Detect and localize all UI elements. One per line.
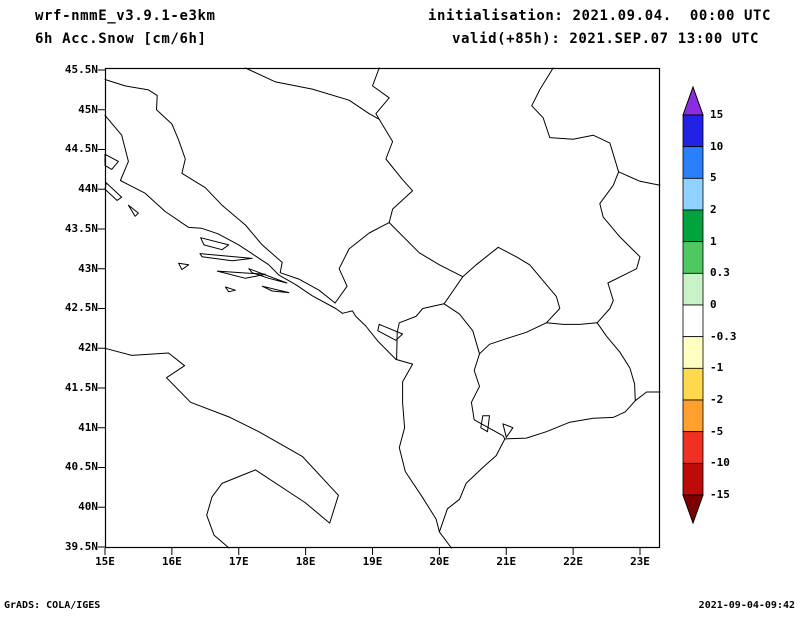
- colorbar-cell: [682, 399, 704, 433]
- colorbar-arrow-top: [682, 85, 704, 116]
- colorbar-label: 15: [710, 108, 724, 121]
- border-macedonia-serbia: [545, 322, 598, 325]
- y-tick-label: 43N: [78, 261, 98, 275]
- border-croatia-bosnia: [104, 79, 336, 304]
- x-tick-label: 15E: [95, 555, 115, 568]
- island-kornati: [127, 204, 139, 217]
- colorbar-label: -10: [710, 456, 730, 470]
- colorbar-cell: [682, 336, 704, 369]
- border-serbia-bulgaria: [596, 171, 641, 324]
- colorbar-label: -5: [710, 424, 724, 438]
- y-tick-label: 40.5N: [64, 460, 98, 474]
- colorbar-cell: [682, 177, 704, 211]
- x-tick-label: 20E: [429, 555, 450, 568]
- y-tick-label: 44N: [78, 182, 98, 196]
- x-tick-label: 18E: [295, 555, 316, 568]
- x-tick-label: 21E: [496, 555, 517, 568]
- colorbar-cell: [682, 431, 704, 464]
- coastline-adriatic-east: [104, 114, 452, 549]
- init-time-label: initialisation: 2021.09.04. 00:00 UTC: [428, 8, 772, 24]
- y-tick-label: 41N: [78, 420, 98, 434]
- y-tick-label: 43.5N: [64, 221, 98, 235]
- axis-ticks: [98, 69, 641, 555]
- island-pag: [104, 153, 119, 170]
- border-albania-greece: [438, 438, 506, 533]
- colorbar-cell: [682, 146, 704, 179]
- island-korcula: [216, 270, 266, 279]
- y-tick-label: 45.5N: [64, 63, 98, 76]
- colorbar-cell: [682, 462, 704, 496]
- map-plot-area: 45.5N 45N 44.5N 44N 43.5N 43N 42.5N 42N 41.5N 41N…: [65, 63, 661, 568]
- border-greece-bulgaria: [634, 391, 661, 402]
- island-hvar: [199, 253, 253, 262]
- border-macedonia-bulgaria: [596, 322, 636, 402]
- colorbar-cell: [682, 114, 704, 148]
- y-tick-label: 40N: [78, 500, 98, 514]
- y-tick-label: 44.5N: [64, 142, 98, 156]
- map-frame: [104, 67, 661, 549]
- coastline-italy: [104, 347, 339, 549]
- colorbar-label: 10: [710, 139, 724, 153]
- colorbar-cell: [682, 367, 704, 401]
- colorbar-label: 5: [710, 171, 717, 185]
- y-tick-label: 39.5N: [64, 539, 98, 553]
- island-mljet: [261, 285, 290, 294]
- border-serbia-romania: [531, 67, 661, 186]
- island-brac: [200, 237, 230, 251]
- x-tick-label: 22E: [563, 555, 584, 568]
- colorbar-label: 0.3: [710, 266, 730, 280]
- colorbar-label: -15: [710, 488, 730, 501]
- map-svg: [98, 67, 661, 555]
- lake-prespa: [502, 423, 514, 438]
- border-serbia-drina: [372, 67, 414, 224]
- colorbar-label: 0: [710, 298, 717, 311]
- colorbar-scale: [682, 85, 704, 525]
- x-tick-label: 19E: [362, 555, 383, 568]
- border-kosovo-albania: [443, 303, 480, 355]
- border-hungary-croatia: [244, 67, 380, 120]
- y-tick-label: 42.5N: [64, 301, 98, 315]
- colorbar-label: 1: [710, 234, 717, 248]
- geography-layer: [104, 67, 661, 549]
- y-tick-label: 42N: [78, 341, 98, 355]
- border-bosnia-montenegro: [334, 222, 390, 304]
- border-albania-macedonia: [470, 353, 506, 440]
- colorbar-label: -1: [710, 361, 724, 375]
- colorbar: 15 10 5 2 1 0.3 0 -0.3 -1 -2 -5 -10 -15: [682, 85, 758, 530]
- valid-time-label: valid(+85h): 2021.SEP.07 13:00 UTC: [452, 31, 759, 47]
- grads-credit: GrADS: COLA/IGES: [4, 600, 101, 611]
- lake-skadar: [377, 323, 404, 341]
- colorbar-cell: [682, 304, 704, 338]
- border-macedonia-greece: [504, 400, 636, 440]
- border-kosovo: [462, 246, 561, 355]
- colorbar-arrow-bottom: [682, 494, 704, 525]
- colorbar-cell: [682, 272, 704, 306]
- colorbar-cell: [682, 209, 704, 243]
- colorbar-label: 2: [710, 203, 717, 216]
- y-tick-label: 45N: [78, 102, 98, 116]
- colorbar-label: -0.3: [710, 329, 737, 343]
- island-vis: [178, 262, 190, 271]
- island-dugi-otok: [104, 182, 123, 201]
- border-montenegro-serbia-kosovo: [388, 222, 464, 305]
- model-title: wrf-nmmE_v3.9.1-e3km: [35, 8, 216, 24]
- y-tick-label: 41.5N: [64, 380, 98, 394]
- island-lastovo: [224, 286, 236, 293]
- peninsula-peljesac: [248, 268, 288, 284]
- x-tick-label: 23E: [630, 555, 650, 568]
- border-montenegro-albania: [396, 303, 445, 360]
- colorbar-label: -2: [710, 393, 724, 406]
- variable-title: 6h Acc.Snow [cm/6h]: [35, 31, 207, 47]
- colorbar-cell: [682, 241, 704, 274]
- render-timestamp: 2021-09-04-09:42: [698, 600, 795, 611]
- x-tick-label: 16E: [161, 555, 182, 568]
- x-tick-label: 17E: [228, 555, 249, 568]
